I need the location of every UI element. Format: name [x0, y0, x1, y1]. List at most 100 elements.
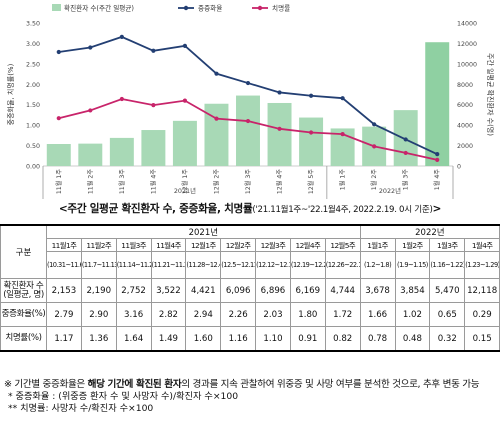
footnote-fatality-rate: ** 치명률: 사망자 수/확진자 수×100 [8, 403, 154, 414]
category-label: 12월 4주 [276, 169, 284, 194]
header-date-range: (12.5~12.11) [220, 251, 257, 279]
table-cell: 3.16 [115, 302, 152, 327]
bar-confirmed-cases [330, 128, 355, 166]
left-axis-tick: 0.50 [26, 143, 40, 150]
footnotes: ※ 기간별 중증화율은 해당 기간에 확진된 환자의 경과를 지속 관찰하여 위… [4, 379, 496, 415]
table-cell: 2.79 [46, 302, 82, 327]
point-severe-rate [119, 34, 124, 39]
left-axis-tick: 1.00 [26, 123, 40, 130]
right-axis-tick: 0 [457, 164, 461, 171]
table-cell: 2.26 [220, 302, 257, 327]
table-cell: 6,096 [220, 278, 257, 303]
table-row: 확진환자 수(일평균, 명) 2,153 2,190 2,752 3,522 4,421 6… [0, 278, 500, 303]
caption-close: > [432, 203, 442, 215]
header-week: 12월4주 [289, 238, 326, 252]
right-axis-tick: 14000 [457, 21, 477, 28]
bar-confirmed-cases [299, 117, 324, 166]
category-label: 1월 4주 [433, 169, 441, 191]
header-year: 2021년 [46, 224, 361, 239]
table-cell: 3,522 [150, 278, 187, 303]
header-week: 1월3주 [429, 238, 466, 252]
table-cell: 4,744 [324, 278, 361, 303]
header-date-range: (12.19~12.25) [289, 251, 326, 279]
category-label: 12월 1주 [181, 169, 189, 194]
point-fatality-rate [245, 118, 251, 124]
data-table: 구분 2021년 2022년 11월1주 11월2주 11월3주 11월4주 12월1주 1… [0, 224, 500, 352]
footnote-main-bold: 해당 기간에 확진된 환자 [87, 379, 182, 390]
table-cell: 2.94 [185, 302, 222, 327]
legend-label-confirmed: 확진환자 수(주간 일평균) [64, 4, 134, 13]
table-cell: 0.91 [289, 326, 326, 352]
header-date-range: (1.2~1.8) [359, 251, 396, 279]
header-week: 1월1주 [359, 238, 396, 252]
right-axis-tick: 4000 [457, 123, 473, 130]
table-cell: 1.80 [289, 302, 326, 327]
header-gubun: 구분 [0, 224, 47, 279]
bar-confirmed-cases [172, 120, 197, 166]
table-cell: 0.65 [429, 302, 466, 327]
left-axis-tick: 0.00 [26, 164, 40, 171]
table-cell: 1.64 [115, 326, 152, 352]
point-severe-rate [435, 152, 440, 157]
bar-confirmed-cases [267, 102, 292, 166]
point-fatality-rate [372, 144, 377, 149]
header-date-range: (12.26~22.1.1) [324, 251, 361, 279]
table-cell: 6,896 [255, 278, 291, 303]
bar-confirmed-cases [109, 137, 134, 166]
footnote-main-prefix: ※ 기간별 중증화율은 [4, 379, 88, 390]
legend-point-swatch [257, 5, 263, 11]
category-label: 11월 3주 [118, 169, 126, 194]
table-cell: 1.60 [185, 326, 222, 352]
category-label: 12월 2주 [212, 169, 220, 194]
point-fatality-rate [214, 116, 219, 121]
year-group-label: 2022년 [379, 186, 401, 195]
bar-confirmed-cases [46, 144, 71, 166]
bar-confirmed-cases [425, 42, 450, 167]
table-cell: 1.36 [80, 326, 117, 352]
legend-label: 치명률 [272, 4, 290, 13]
legend-point-swatch [183, 5, 189, 11]
left-axis-label: 중증화율, 치명률(%) [6, 63, 15, 125]
row-label: 확진환자 수(일평균, 명) [0, 278, 47, 303]
point-severe-rate [245, 80, 251, 86]
table-cell: 1.66 [359, 302, 396, 327]
table-cell: 1.72 [324, 302, 361, 327]
table-cell: 6,169 [289, 278, 326, 303]
left-axis-tick: 2.50 [26, 61, 40, 68]
table-cell: 2.03 [255, 302, 291, 327]
category-label: 1월 3주 [402, 169, 410, 191]
point-fatality-rate [340, 132, 345, 137]
bar-confirmed-cases [141, 130, 166, 166]
header-date-range: (11.21~11.27) [150, 251, 187, 279]
header-year: 2022년 [359, 224, 500, 239]
point-severe-rate [308, 93, 314, 98]
header-week: 11월1주 [46, 238, 82, 252]
header-date-range: (1.23~1.29) [464, 251, 500, 279]
point-fatality-rate [88, 108, 93, 113]
table-cell: 1.10 [255, 326, 291, 352]
header-date-range: (1.16~1.22) [429, 251, 466, 279]
category-label: 12월 5주 [307, 169, 315, 194]
caption-title: <주간 일평균 확진환자 수, 중증화율, 치명률 [58, 203, 253, 215]
table-cell: 1.02 [394, 302, 431, 327]
table-cell: 2,153 [46, 278, 82, 303]
header-week: 1월4주 [464, 238, 500, 252]
left-axis-tick: 3.50 [26, 21, 40, 28]
header-week: 11월3주 [115, 238, 152, 252]
category-label: 1월 2주 [370, 169, 378, 191]
table-cell: 0.82 [324, 326, 361, 352]
header-date-range: (1.9~1.15) [394, 251, 431, 279]
table-cell: 2.82 [150, 302, 187, 327]
table-cell: 4,421 [185, 278, 222, 303]
header-week: 12월3주 [255, 238, 291, 252]
point-severe-rate [403, 137, 408, 142]
right-axis-label: 주간 일평균 확진환자 수(명) [486, 53, 495, 136]
table-cell: 2,752 [115, 278, 152, 303]
chart-caption: <주간 일평균 확진환자 수, 중증화율, 치명률('21.11월1주~'22.… [0, 201, 500, 216]
point-severe-rate [277, 90, 282, 95]
combo-chart-svg: 0.00 0.50 1.00 1.50 2.00 2.50 3.00 3.50 0 2000 400… [6, 4, 495, 199]
legend-swatch-confirmed [52, 4, 61, 11]
point-severe-rate [214, 71, 219, 76]
footnote-main: ※ 기간별 중증화율은 해당 기간에 확진된 환자의 경과를 지속 관찰하여 위… [4, 379, 496, 391]
header-week: 12월2주 [220, 238, 257, 252]
